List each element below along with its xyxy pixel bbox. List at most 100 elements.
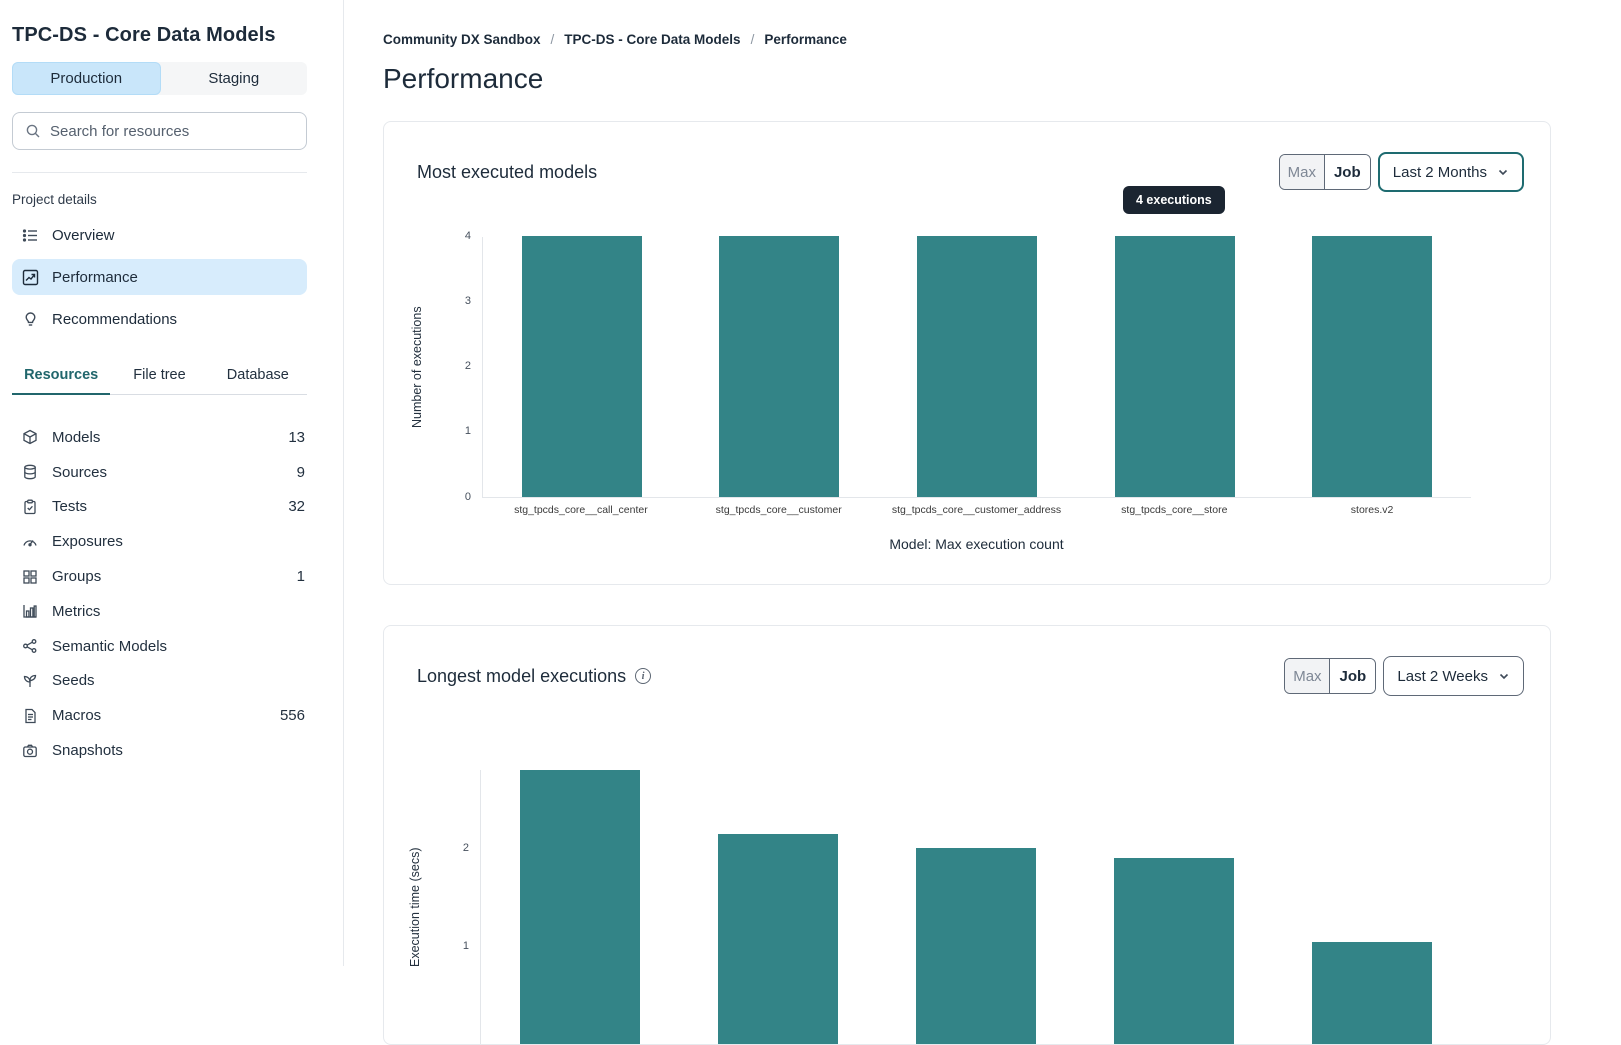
tab-file-tree[interactable]: File tree [110, 361, 208, 395]
bar[interactable] [917, 236, 1037, 497]
resource-row-models[interactable]: Models 13 [12, 420, 307, 455]
max-job-toggle: Max Job [1279, 154, 1371, 190]
resource-label: Groups [52, 568, 101, 585]
bar[interactable] [1115, 236, 1235, 497]
resource-label: Metrics [52, 603, 100, 620]
sidebar: TPC-DS - Core Data Models Production Sta… [0, 0, 344, 966]
breadcrumb-project[interactable]: TPC-DS - Core Data Models [564, 32, 740, 47]
lightbulb-icon [22, 311, 39, 328]
bar[interactable] [916, 848, 1036, 1044]
y-tick-label: 1 [465, 425, 471, 438]
sidebar-item-performance[interactable]: Performance [12, 259, 307, 295]
breadcrumb-separator: / [551, 32, 555, 47]
resource-count: 32 [288, 498, 305, 515]
resource-row-sources[interactable]: Sources 9 [12, 455, 307, 490]
bar[interactable] [1312, 236, 1432, 497]
sidebar-item-overview[interactable]: Overview [12, 217, 307, 253]
resource-row-semantic-models[interactable]: Semantic Models [12, 629, 307, 664]
chart-controls: Max Job Last 2 Months [1279, 152, 1524, 192]
resource-label: Semantic Models [52, 638, 167, 655]
bar-chart-icon [22, 603, 38, 619]
page-title: Performance [383, 63, 1551, 95]
resource-count: 9 [297, 464, 305, 481]
bar[interactable] [520, 770, 640, 1044]
time-range-value: Last 2 Months [1393, 164, 1487, 181]
resource-count: 1 [297, 568, 305, 585]
sidebar-item-label: Performance [52, 269, 138, 286]
y-tick-label: 4 [465, 230, 471, 243]
x-axis-title: Model: Max execution count [482, 536, 1471, 552]
resource-row-seeds[interactable]: Seeds [12, 664, 307, 699]
project-title: TPC-DS - Core Data Models [12, 24, 307, 47]
search-box[interactable] [12, 112, 307, 150]
y-tick-label: 1 [463, 940, 469, 953]
x-axis-label: stg_tpcds_core__customer [680, 504, 878, 516]
max-button[interactable]: Max [1280, 155, 1325, 189]
resource-label: Snapshots [52, 742, 123, 759]
chevron-down-icon [1498, 670, 1510, 682]
resource-row-exposures[interactable]: Exposures [12, 524, 307, 559]
bar[interactable] [719, 236, 839, 497]
time-range-dropdown[interactable]: Last 2 Weeks [1383, 656, 1524, 696]
info-icon[interactable]: i [635, 668, 651, 684]
bar-slot [877, 770, 1075, 1044]
max-button[interactable]: Max [1285, 659, 1330, 693]
y-axis-title: Execution time (secs) [408, 770, 422, 1044]
breadcrumb-account[interactable]: Community DX Sandbox [383, 32, 541, 47]
longest-model-executions-card: Longest model executions i Max Job Last … [383, 625, 1551, 1045]
bar[interactable] [1114, 858, 1234, 1044]
bar-slot [681, 237, 879, 497]
y-tick-label: 0 [465, 491, 471, 504]
document-icon [22, 708, 38, 724]
gauge-icon [22, 534, 38, 550]
bar-tooltip: 4 executions [1123, 186, 1225, 214]
bar[interactable] [1312, 942, 1432, 1045]
divider [12, 172, 307, 173]
resource-row-snapshots[interactable]: Snapshots [12, 733, 307, 768]
resource-label: Sources [52, 464, 107, 481]
x-axis-label: stores.v2 [1273, 504, 1471, 516]
resource-label: Macros [52, 707, 101, 724]
chart-line-icon [22, 269, 39, 286]
database-icon [22, 464, 38, 480]
tab-database[interactable]: Database [209, 361, 307, 395]
production-tab[interactable]: Production [12, 62, 161, 95]
resource-row-groups[interactable]: Groups 1 [12, 559, 307, 594]
graph-icon [22, 638, 38, 654]
search-icon [25, 123, 41, 139]
breadcrumb-current: Performance [764, 32, 847, 47]
resource-label: Exposures [52, 533, 123, 550]
card-title: Longest model executions [417, 666, 626, 687]
y-tick-label: 3 [465, 295, 471, 308]
job-button[interactable]: Job [1330, 659, 1375, 693]
most-executed-models-card: Most executed models Max Job Last 2 Mont… [383, 121, 1551, 585]
breadcrumb: Community DX Sandbox / TPC-DS - Core Dat… [383, 32, 1551, 47]
bar-slot [679, 770, 877, 1044]
bar[interactable] [718, 834, 838, 1045]
chart-controls: Max Job Last 2 Weeks [1284, 656, 1524, 696]
search-input[interactable] [50, 123, 294, 140]
sidebar-item-recommendations[interactable]: Recommendations [12, 301, 307, 337]
sidebar-item-label: Overview [52, 227, 115, 244]
camera-icon [22, 743, 38, 759]
tab-resources[interactable]: Resources [12, 361, 110, 395]
resource-row-macros[interactable]: Macros 556 [12, 698, 307, 733]
max-job-toggle: Max Job [1284, 658, 1376, 694]
resource-row-tests[interactable]: Tests 32 [12, 490, 307, 525]
environment-toggle: Production Staging [12, 62, 307, 95]
y-axis-title: Number of executions [410, 237, 424, 498]
resource-row-metrics[interactable]: Metrics [12, 594, 307, 629]
card-title: Most executed models [417, 162, 597, 183]
grid-icon [22, 569, 38, 585]
time-range-dropdown[interactable]: Last 2 Months [1378, 152, 1524, 192]
seedling-icon [22, 673, 38, 689]
x-axis-label: stg_tpcds_core__call_center [482, 504, 680, 516]
sidebar-item-label: Recommendations [52, 311, 177, 328]
job-button[interactable]: Job [1325, 155, 1370, 189]
staging-tab[interactable]: Staging [161, 62, 308, 95]
bar[interactable] [522, 236, 642, 497]
